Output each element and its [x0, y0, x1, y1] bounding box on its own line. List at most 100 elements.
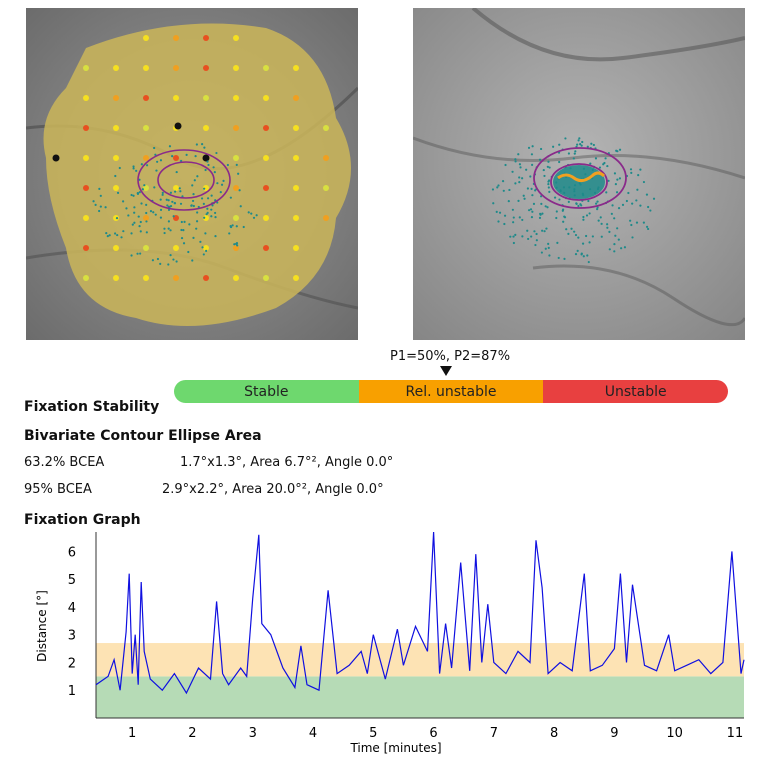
sensitivity-point [203, 35, 209, 41]
fixation-point [565, 228, 568, 231]
fixation-point [511, 170, 514, 173]
fixation-point [491, 188, 495, 191]
fixation-point [647, 205, 650, 209]
sensitivity-point [263, 215, 269, 221]
fixation-point [130, 193, 133, 197]
fixation-point [574, 253, 578, 256]
sensitivity-point [233, 125, 239, 131]
fixation-point [149, 210, 153, 213]
fixation-point [631, 236, 634, 239]
fixation-point [132, 167, 135, 170]
fixation-point [511, 208, 514, 211]
fixation-point [540, 251, 543, 254]
fixation-point [546, 165, 549, 168]
fixation-point [530, 153, 534, 156]
sensitivity-point [113, 155, 119, 161]
fixation-point [517, 199, 520, 202]
fixation-point [573, 152, 576, 155]
fixation-point [179, 202, 183, 205]
fixation-point [238, 189, 241, 192]
fixation-point [195, 227, 198, 230]
fixation-point [567, 200, 570, 204]
fixation-point [652, 197, 656, 200]
fixation-point [623, 246, 627, 249]
sensitivity-point [233, 245, 239, 251]
fixation-point [527, 209, 531, 212]
sensitivity-point [323, 215, 329, 221]
y-tick-label: 2 [68, 656, 76, 671]
fixation-point [595, 202, 598, 205]
fixation-point [546, 206, 549, 209]
fixation-point [592, 143, 595, 147]
fixation-point [182, 229, 185, 232]
fixation-point [512, 241, 515, 245]
fixation-point [518, 216, 521, 219]
fixation-point [645, 193, 649, 196]
fixation-point [558, 198, 561, 201]
fixation-point [631, 202, 634, 205]
fixation-point [172, 215, 175, 218]
fixation-point [185, 153, 188, 157]
fixation-point [562, 220, 565, 223]
sensitivity-point [83, 185, 89, 191]
threshold-band-0 [96, 676, 744, 718]
fixation-point [539, 213, 542, 216]
fixation-point [647, 227, 650, 231]
fixation-point [523, 197, 526, 200]
fixation-point [255, 214, 258, 217]
fixation-point [613, 242, 616, 246]
fixation-point [206, 160, 209, 163]
fixation-point [577, 236, 580, 239]
threshold-band-1 [96, 643, 744, 677]
sensitivity-point [143, 275, 149, 281]
fixation-point [518, 181, 521, 184]
fixation-point [92, 200, 95, 203]
fixation-point [180, 236, 184, 240]
sensitivity-point [113, 245, 119, 251]
fixation-point [193, 179, 196, 182]
y-tick-label: 3 [68, 629, 76, 644]
sensitivity-point [263, 65, 269, 71]
x-tick-label: 11 [727, 726, 744, 741]
fixation-point [512, 235, 515, 238]
fixation-point [580, 252, 583, 255]
fixation-point [636, 188, 639, 191]
fixation-point [171, 200, 174, 203]
fixation-point [174, 190, 177, 193]
fixation-point [497, 184, 500, 187]
sensitivity-point [143, 245, 149, 251]
fixation-point [212, 166, 215, 169]
sensitivity-point [113, 275, 119, 281]
scotoma-point [202, 154, 210, 162]
microperimetry-image [26, 8, 358, 340]
fixation-point [556, 241, 559, 244]
fixation-graph-heading: Fixation Graph [24, 512, 141, 528]
fixation-point [617, 207, 621, 210]
sensitivity-point [263, 275, 269, 281]
sensitivity-point [263, 245, 269, 251]
fixation-point [548, 254, 551, 257]
fixation-point [586, 254, 589, 257]
fixation-point [629, 168, 633, 171]
bcea-95-ellipse [533, 147, 627, 209]
fixation-point [98, 209, 101, 213]
fixation-point [182, 242, 186, 245]
fixation-point [203, 187, 206, 190]
sensitivity-point [143, 155, 149, 161]
sensitivity-point [143, 95, 149, 101]
unstable-segment: Unstable [543, 380, 728, 403]
x-tick-label: 4 [309, 726, 317, 741]
fixation-point [555, 216, 558, 220]
fixation-point [496, 186, 499, 189]
fixation-point [530, 235, 533, 238]
fixation-point [564, 137, 567, 140]
fixation-point [547, 246, 550, 249]
fixation-point [533, 230, 536, 233]
fixation-point [167, 220, 170, 223]
sensitivity-point [83, 155, 89, 161]
fixation-point [576, 249, 579, 252]
sensitivity-point [113, 185, 119, 191]
fixation-point [581, 140, 584, 144]
fixation-point [630, 171, 633, 174]
fixation-point [575, 202, 578, 205]
